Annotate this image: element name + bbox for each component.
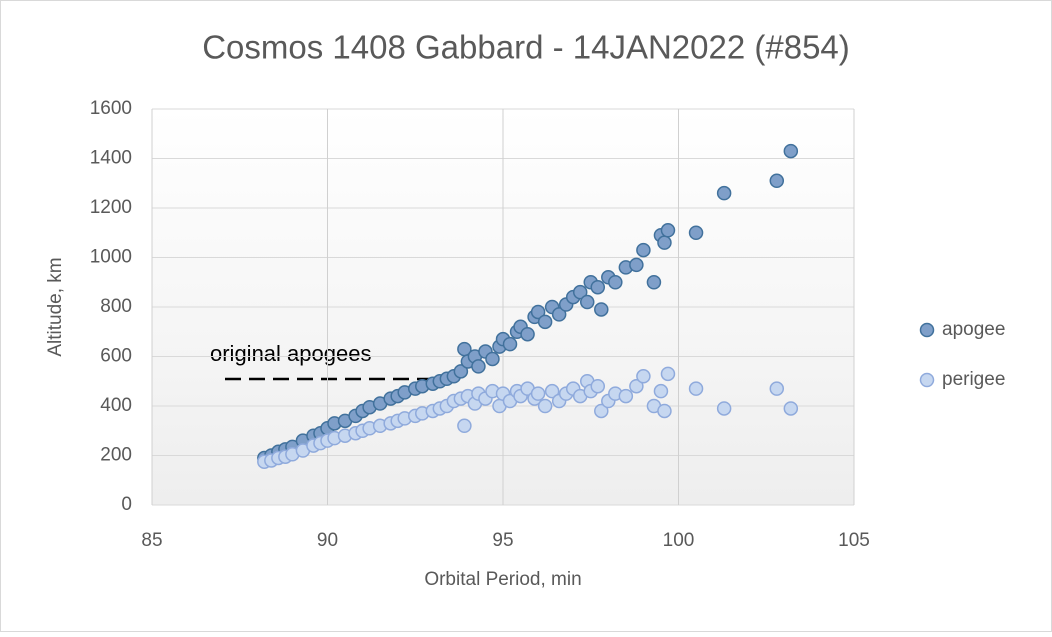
chart-title: Cosmos 1408 Gabbard - 14JAN2022 (#854) (202, 29, 850, 66)
x-tick-label: 95 (492, 530, 513, 551)
y-tick-label: 1600 (90, 98, 132, 119)
point (716, 185, 732, 201)
point (646, 275, 662, 290)
y-axis-title: Altitude, km (45, 257, 66, 356)
point (608, 275, 623, 290)
x-tick-label: 85 (141, 530, 162, 551)
point (594, 302, 609, 317)
point (590, 378, 606, 394)
point (502, 336, 518, 352)
point (660, 366, 676, 382)
point (520, 326, 535, 342)
point (453, 364, 469, 379)
point (629, 257, 644, 273)
point (653, 383, 669, 399)
point (544, 383, 560, 399)
y-tick-label: 200 (100, 445, 132, 466)
annotation: original apogees (210, 341, 371, 366)
point (636, 242, 651, 258)
point (636, 369, 651, 384)
y-tick-label: 1400 (90, 148, 132, 169)
point (716, 401, 732, 416)
y-tick-label: 1200 (90, 197, 132, 218)
x-axis-title: Orbital Period, min (424, 569, 581, 590)
y-tick-label: 800 (100, 296, 132, 317)
legend: apogee perigee (919, 319, 1005, 390)
marks (257, 143, 799, 469)
point (530, 386, 546, 401)
point (530, 304, 546, 320)
point (551, 307, 567, 322)
point (537, 314, 553, 330)
point (660, 223, 676, 238)
point (471, 359, 486, 374)
point (769, 173, 785, 189)
point (657, 403, 672, 419)
y-tick-label: 400 (100, 395, 132, 416)
point (688, 225, 704, 240)
y-tick-label: 0 (121, 494, 132, 515)
point (783, 401, 799, 416)
point (457, 418, 472, 434)
legend-marker (919, 372, 935, 388)
legend-label: apogee (942, 319, 1005, 340)
point (485, 351, 500, 367)
x-tick-label: 100 (663, 530, 695, 551)
point (629, 378, 644, 394)
x-tick-label: 105 (838, 530, 870, 551)
point (579, 294, 595, 310)
point (769, 381, 785, 396)
legend-marker (919, 322, 935, 338)
point (572, 284, 588, 300)
x-tick-label: 90 (317, 530, 338, 551)
point (594, 403, 609, 419)
y-tick-label: 1000 (90, 247, 132, 268)
point (618, 388, 634, 404)
y-tick-label: 600 (100, 346, 132, 367)
grid (151, 108, 855, 506)
point (688, 381, 704, 396)
point (783, 143, 799, 159)
point (657, 235, 672, 250)
legend-label: perigee (942, 369, 1005, 390)
point (590, 279, 606, 295)
point (537, 398, 553, 414)
